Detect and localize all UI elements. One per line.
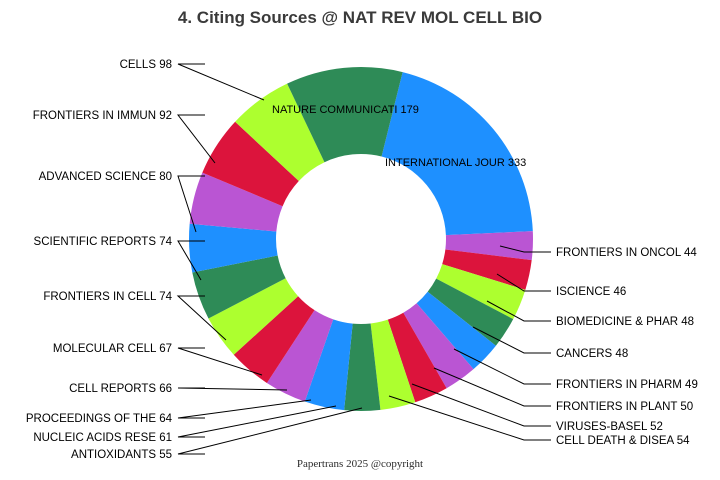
donut-slice[interactable] — [202, 121, 299, 207]
leader-line — [453, 348, 551, 385]
slice-label: FRONTIERS IN CELL 74 — [43, 291, 172, 303]
donut-slice[interactable] — [403, 303, 474, 389]
slice-label-inside: INTERNATIONAL JOUR 333 — [385, 157, 526, 169]
slice-label: FRONTIERS IN PHARM 49 — [556, 379, 698, 391]
leader-line — [176, 114, 216, 164]
donut-slice[interactable] — [370, 319, 416, 410]
slice-label: PROCEEDINGS OF THE 64 — [26, 413, 173, 425]
donut-slice[interactable] — [189, 172, 283, 232]
slice-label-inside: NATURE COMMUNICATI 179 — [272, 104, 419, 116]
donut-slices — [188, 66, 534, 412]
donut-slice[interactable] — [442, 249, 532, 290]
slice-label: ADVANCED SCIENCE 80 — [39, 171, 172, 183]
leader-line — [177, 387, 288, 391]
donut-slice[interactable] — [287, 66, 403, 163]
slice-label: ISCIENCE 46 — [556, 286, 626, 298]
donut-slice[interactable] — [208, 278, 299, 355]
leader-line — [411, 383, 551, 427]
donut-slice[interactable] — [427, 278, 514, 346]
leader-line — [177, 63, 265, 101]
leader-line — [177, 240, 205, 281]
leader-line — [472, 326, 551, 354]
leader-line — [177, 407, 363, 455]
donut-slice[interactable] — [344, 323, 381, 412]
donut-slice[interactable] — [266, 310, 334, 402]
chart-title: 4. Citing Sources @ NAT REV MOL CELL BIO — [178, 8, 542, 27]
inner-slice-labels: INTERNATIONAL JOUR 333 NATURE COMMUNICATI… — [272, 104, 526, 169]
donut-slice[interactable] — [192, 255, 286, 319]
leader-line — [499, 245, 551, 253]
slice-label: CELL DEATH & DISEA 54 — [556, 435, 690, 447]
donut-slice[interactable] — [188, 223, 278, 273]
slice-label: FRONTIERS IN ONCOL 44 — [556, 247, 697, 259]
slice-label: CELL REPORTS 66 — [69, 383, 172, 395]
slice-label: MOLECULAR CELL 67 — [53, 343, 172, 355]
slice-label: CANCERS 48 — [556, 348, 628, 360]
donut-slice[interactable] — [304, 319, 353, 411]
leader-line — [388, 395, 551, 441]
copyright-footer: Papertrans 2025 @copyright — [297, 458, 423, 470]
leader-line — [486, 300, 551, 322]
donut-slice[interactable] — [233, 296, 315, 383]
donut-slice[interactable] — [235, 83, 325, 182]
leader-line — [496, 273, 551, 292]
slice-label: SCIENTIFIC REPORTS 74 — [34, 236, 173, 248]
donut-slice[interactable] — [416, 291, 496, 370]
leader-line — [177, 175, 205, 233]
leader-line — [177, 399, 312, 419]
slice-label: VIRUSES-BASEL 52 — [556, 421, 663, 433]
slice-label: BIOMEDICINE & PHAR 48 — [556, 316, 694, 328]
donut-slice[interactable] — [436, 264, 526, 320]
slice-label: FRONTIERS IN PLANT 50 — [556, 401, 693, 413]
donut-slice[interactable] — [387, 312, 447, 403]
slice-label: NUCLEIC ACIDS RESE 61 — [33, 432, 172, 444]
donut-slice[interactable] — [381, 72, 533, 236]
leader-line — [177, 347, 263, 376]
leader-line — [176, 295, 227, 341]
donut-slice[interactable] — [445, 231, 534, 261]
leader-lines — [176, 63, 551, 455]
slice-label: FRONTIERS IN IMMUN 92 — [33, 110, 172, 122]
slice-label: ANTIOXIDANTS 55 — [71, 449, 172, 461]
outer-slice-labels: FRONTIERS IN ONCOL 44 ISCIENCE 46 BIOMEDIC… — [26, 59, 698, 461]
slice-label: CELLS 98 — [120, 59, 172, 71]
leader-line — [177, 405, 337, 438]
leader-line — [433, 367, 551, 407]
